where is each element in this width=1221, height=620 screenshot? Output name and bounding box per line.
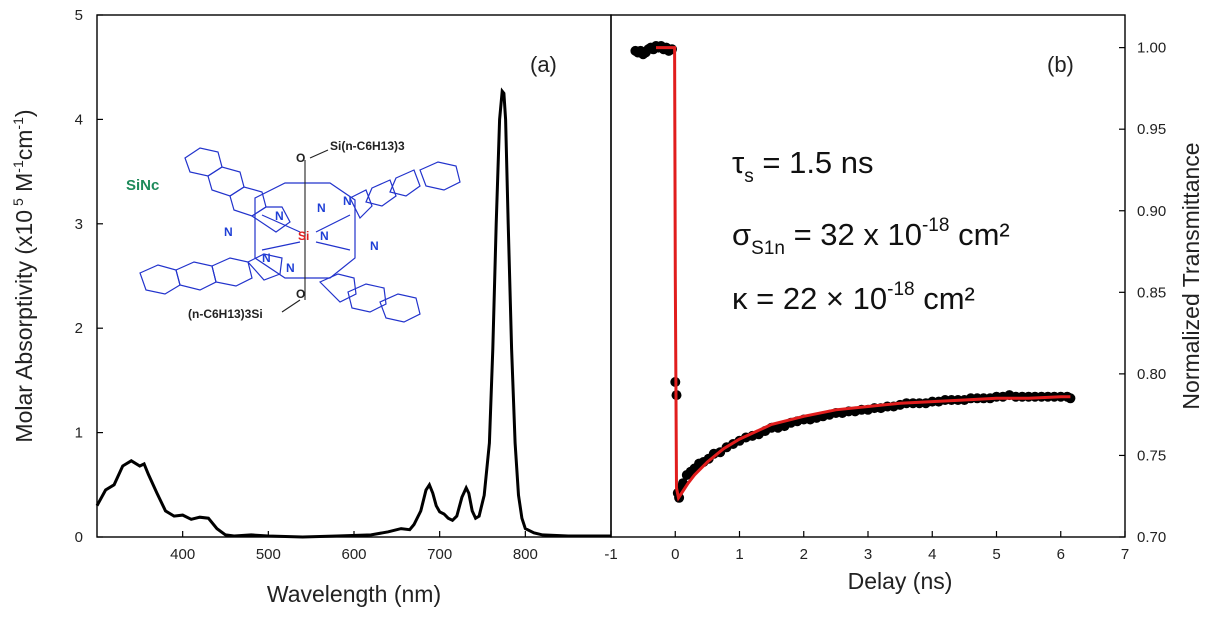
x-tick-label: 3 xyxy=(864,546,872,563)
y-tick-label: 2 xyxy=(75,320,83,337)
x-tick-label: 4 xyxy=(928,546,936,563)
absorption-spectrum-line xyxy=(95,87,611,539)
data-point xyxy=(1065,393,1076,404)
y-tick-label: 0.95 xyxy=(1137,121,1166,138)
annotation-kappa: κ = 22 × 10-18 cm² xyxy=(732,279,975,316)
bottom-axial-label: (n-C6H13)3Si xyxy=(188,307,263,321)
y-tick-label: 0.80 xyxy=(1137,366,1166,383)
x-tick-label: -1 xyxy=(604,546,617,563)
fit-curve-line xyxy=(656,46,1071,502)
y-tick-label: 0.90 xyxy=(1137,203,1166,220)
nitrogen-label: N xyxy=(275,209,284,223)
panel-b-label: (b) xyxy=(1047,52,1074,77)
y-tick-label: 0.70 xyxy=(1137,529,1166,546)
panel-a: 400 500 600 700 800 0 1 2 3 4 5 (a) Wavelength (nm… xyxy=(10,7,612,607)
panel-b-xlabel: Delay (ns) xyxy=(848,568,953,594)
x-tick-label: 2 xyxy=(800,546,808,563)
y-tick-label: 0.85 xyxy=(1137,284,1166,301)
x-tick-label: 7 xyxy=(1121,546,1129,563)
x-tick-label: 1 xyxy=(735,546,743,563)
y-tick-label: 5 xyxy=(75,7,83,24)
panel-b-ticks: -1 0 1 2 3 4 5 6 7 0.70 0.75 0.80 0.85 0.90 0.95 1.00 xyxy=(604,40,1166,563)
panel-a-ticks: 400 500 600 700 800 0 1 2 3 4 5 xyxy=(75,7,538,563)
top-oxygen-label: O xyxy=(296,151,305,165)
panel-b-frame xyxy=(610,14,1126,538)
transmittance-points xyxy=(630,41,1076,503)
annotation-tau: τs = 1.5 ns xyxy=(732,145,874,187)
y-tick-label: 0.75 xyxy=(1137,447,1166,464)
annotation-sigma: σS1n = 32 x 10-18 cm² xyxy=(732,215,1010,259)
central-si-label: Si xyxy=(298,229,309,243)
x-tick-label: 0 xyxy=(671,546,679,563)
y-tick-label: 3 xyxy=(75,216,83,233)
axial-bonds xyxy=(281,149,329,313)
nitrogen-label: N xyxy=(224,225,233,239)
top-axial-label: Si(n-C6H13)3 xyxy=(330,139,405,153)
x-tick-label: 800 xyxy=(513,546,538,563)
panel-a-frame xyxy=(96,14,612,538)
bottom-oxygen-label: O xyxy=(296,287,305,301)
nitrogen-label: N xyxy=(317,201,326,215)
nitrogen-label: N xyxy=(343,194,352,208)
y-tick-label: 0 xyxy=(75,529,83,546)
nitrogen-label: N xyxy=(262,251,271,265)
x-tick-label: 500 xyxy=(256,546,281,563)
panel-a-xlabel: Wavelength (nm) xyxy=(267,581,441,607)
x-tick-label: 600 xyxy=(341,546,366,563)
molecule-skeleton xyxy=(139,147,461,323)
x-tick-label: 5 xyxy=(992,546,1000,563)
nitrogen-label: N xyxy=(320,229,329,243)
panel-b-ylabel: Normalized Transmittance xyxy=(1178,142,1204,409)
sinc-molecule-inset: SiNc xyxy=(126,139,461,323)
x-tick-label: 700 xyxy=(427,546,452,563)
nitrogen-label: N xyxy=(370,239,379,253)
panel-a-label: (a) xyxy=(530,52,557,77)
y-tick-label: 1 xyxy=(75,425,83,442)
x-tick-label: 6 xyxy=(1057,546,1065,563)
molecule-name: SiNc xyxy=(126,177,159,194)
y-tick-label: 4 xyxy=(75,111,83,128)
panel-a-ylabel: Molar Absorptivity (x10 5 M-1cm-1) xyxy=(10,109,37,442)
y-tick-label: 1.00 xyxy=(1137,40,1166,57)
panel-b: -1 0 1 2 3 4 5 6 7 0.70 0.75 0.80 0.85 0.90 0.95 1.00 (… xyxy=(604,14,1204,594)
nitrogen-label: N xyxy=(286,261,295,275)
x-tick-label: 400 xyxy=(170,546,195,563)
